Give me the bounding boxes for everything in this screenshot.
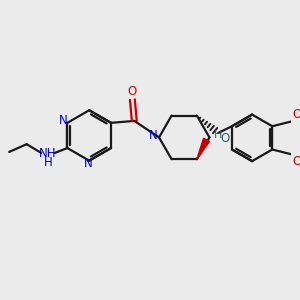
Text: O: O bbox=[293, 108, 300, 121]
Text: N: N bbox=[84, 157, 93, 170]
Text: O: O bbox=[220, 132, 230, 146]
Text: N: N bbox=[59, 114, 68, 128]
Text: N: N bbox=[149, 129, 158, 142]
Text: O: O bbox=[128, 85, 137, 98]
Text: H: H bbox=[44, 156, 52, 169]
Text: H: H bbox=[214, 130, 222, 140]
Text: O: O bbox=[293, 154, 300, 168]
Polygon shape bbox=[197, 138, 210, 159]
Text: NH: NH bbox=[39, 147, 57, 161]
